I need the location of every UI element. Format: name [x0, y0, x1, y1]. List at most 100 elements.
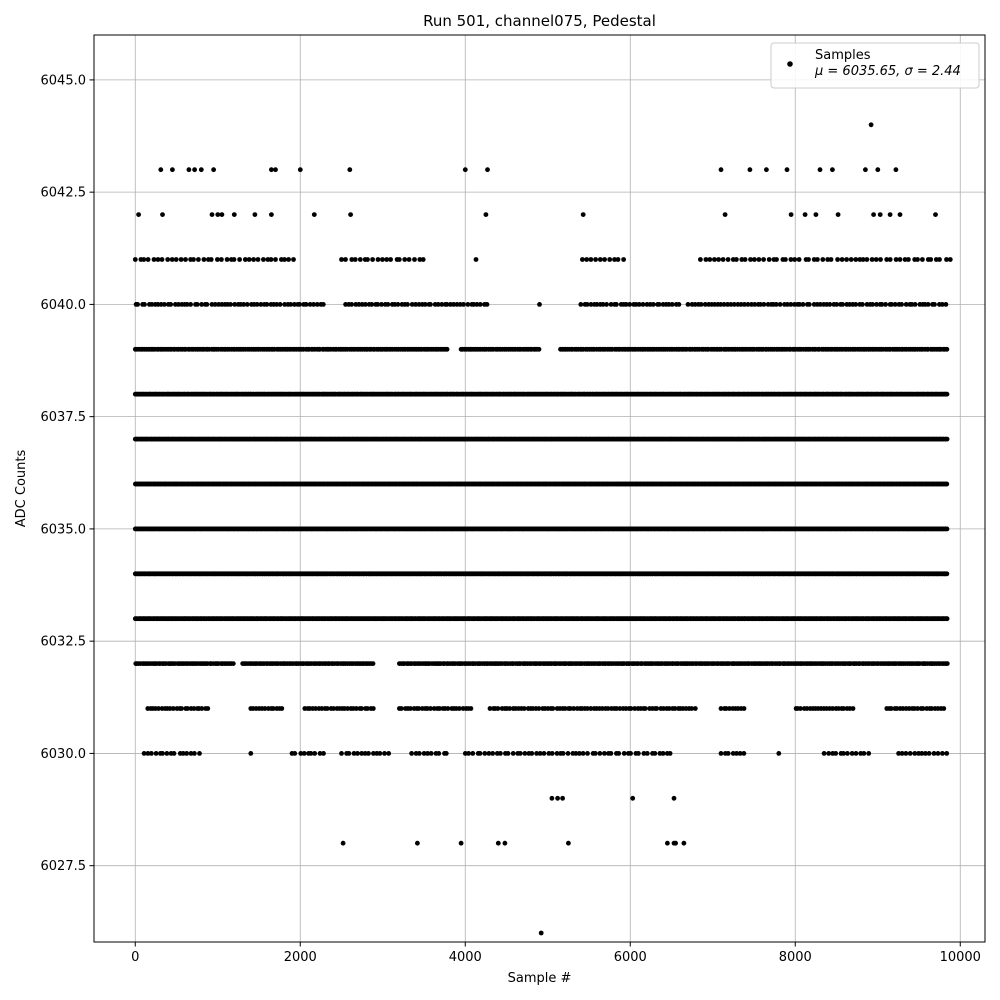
data-point: [307, 302, 313, 307]
data-point: [339, 257, 344, 262]
data-point: [806, 257, 811, 262]
data-point: [396, 257, 402, 262]
data-point: [422, 302, 428, 307]
data-point: [725, 302, 730, 307]
data-point: [899, 302, 904, 307]
data-point: [774, 257, 779, 262]
data-point: [756, 257, 762, 262]
data-point: [184, 302, 190, 307]
data-point: [173, 257, 179, 262]
data-point: [380, 257, 385, 262]
data-point: [379, 302, 384, 307]
data-point: [685, 302, 691, 307]
data-point: [870, 302, 875, 307]
data-point: [761, 257, 766, 262]
data-point: [860, 302, 865, 307]
data-point: [473, 257, 479, 262]
data-point: [162, 302, 167, 307]
data-point: [636, 302, 642, 307]
data-point: [132, 257, 138, 262]
data-point: [761, 302, 767, 307]
data-point: [943, 302, 949, 307]
data-point: [797, 302, 802, 307]
data-point: [742, 302, 747, 307]
data-point: [597, 257, 603, 262]
data-point: [698, 302, 704, 307]
data-point: [461, 302, 466, 307]
data-point: [395, 302, 401, 307]
data-point: [208, 257, 214, 262]
data-point: [835, 257, 840, 262]
data-point: [884, 257, 890, 262]
data-point: [141, 257, 147, 262]
data-point: [721, 302, 727, 307]
data-point: [444, 302, 450, 307]
data-point: [718, 302, 724, 307]
data-point: [357, 257, 363, 262]
data-point: [828, 257, 834, 262]
data-point: [903, 302, 909, 307]
data-point: [879, 302, 885, 307]
data-point: [484, 302, 490, 307]
data-point: [716, 257, 721, 262]
data-point: [915, 257, 920, 262]
data-point: [728, 302, 734, 307]
data-point: [853, 257, 859, 262]
data-point: [314, 302, 320, 307]
data-point: [169, 257, 175, 262]
data-point: [766, 257, 772, 262]
data-point: [788, 302, 794, 307]
data-point: [734, 257, 739, 262]
data-point: [902, 257, 908, 262]
data-point: [887, 257, 893, 262]
data-point: [844, 257, 849, 262]
data-point: [297, 302, 303, 307]
data-point: [273, 257, 278, 262]
data-point: [320, 302, 326, 307]
data-point: [860, 257, 866, 262]
data-point: [615, 257, 621, 262]
data-point: [944, 391, 950, 397]
data-point: [758, 302, 763, 307]
data-point: [158, 302, 164, 307]
data-point: [627, 302, 633, 307]
data-point: [255, 257, 261, 262]
data-point: [725, 257, 731, 262]
data-point: [288, 302, 293, 307]
data-point: [932, 302, 937, 307]
data-point: [928, 257, 934, 262]
data-point: [820, 257, 826, 262]
data-point: [912, 302, 918, 307]
data-point: [800, 302, 806, 307]
data-point: [773, 302, 779, 307]
data-point: [874, 302, 879, 307]
data-point: [228, 302, 233, 307]
data-point: [465, 302, 471, 307]
data-point: [920, 257, 925, 262]
data-point: [817, 302, 823, 307]
data-point: [712, 257, 717, 262]
data-point: [536, 346, 542, 352]
data-point: [720, 257, 726, 262]
data-point: [178, 257, 184, 262]
data-point: [268, 257, 274, 262]
data-point: [375, 257, 381, 262]
data-point: [848, 257, 854, 262]
data-point: [349, 257, 355, 262]
data-point: [702, 302, 708, 307]
data-point: [893, 257, 899, 262]
data-point: [588, 257, 594, 262]
data-point: [853, 302, 859, 307]
data-point: [451, 302, 457, 307]
data-point: [864, 257, 870, 262]
data-point: [349, 302, 354, 307]
data-point: [244, 302, 250, 307]
data-point: [614, 302, 619, 307]
data-point: [707, 257, 713, 262]
data-point: [291, 257, 296, 262]
data-point: [176, 302, 181, 307]
data-point: [947, 257, 953, 262]
data-point: [212, 302, 218, 307]
